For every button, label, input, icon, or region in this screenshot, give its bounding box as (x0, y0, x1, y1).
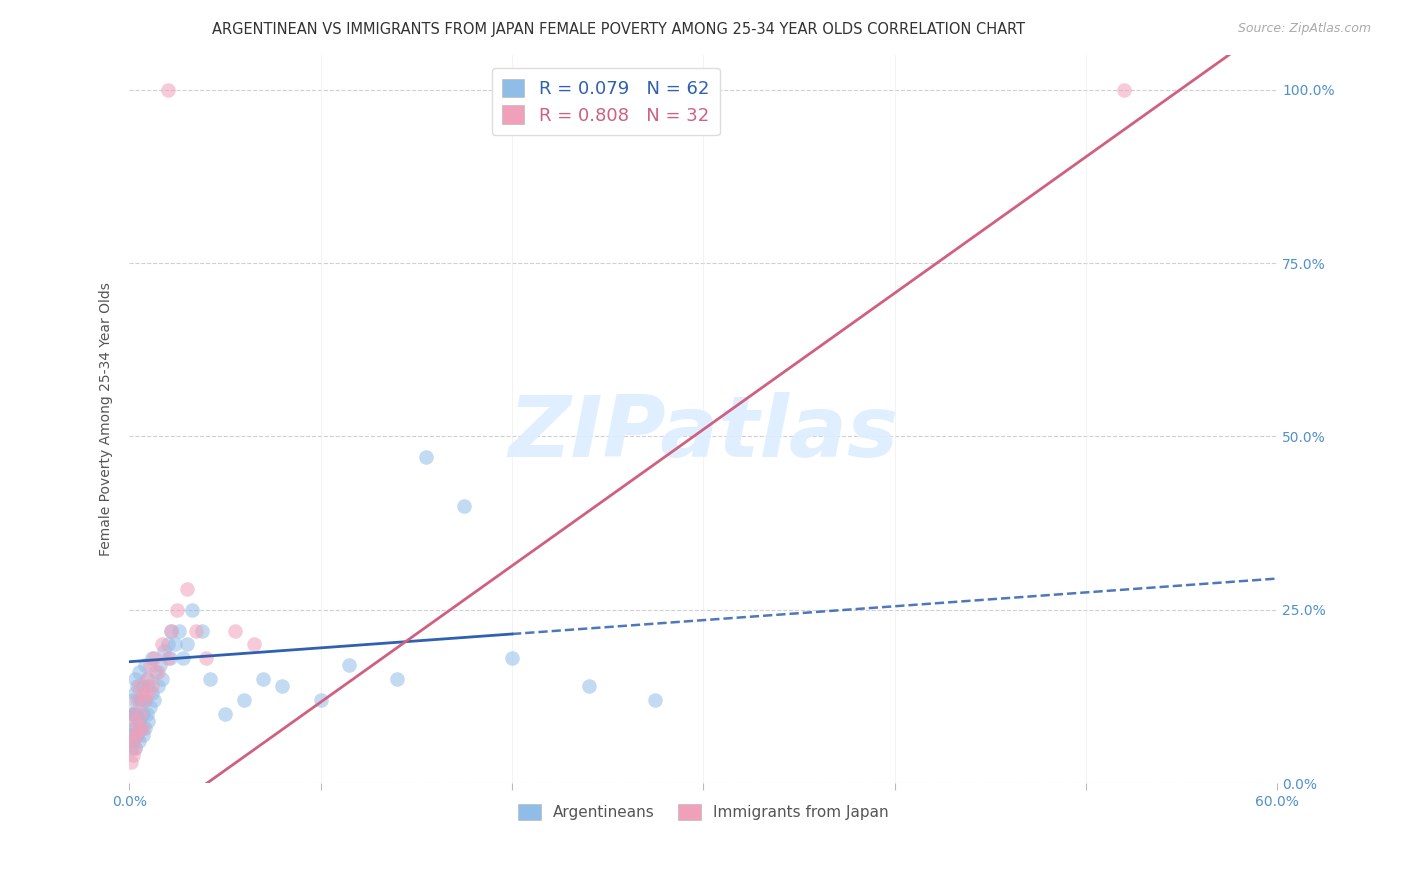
Point (124, 706, 146, 721)
Point (132, 721, 155, 735)
Point (309, 693, 332, 707)
Point (176, 582, 198, 596)
Point (138, 714, 160, 728)
Point (134, 693, 156, 707)
Point (122, 721, 145, 735)
Point (128, 714, 150, 728)
Point (134, 658, 156, 673)
Point (146, 679, 169, 693)
Point (143, 651, 166, 665)
Point (122, 693, 145, 707)
Point (160, 624, 183, 638)
Point (124, 741, 146, 756)
Point (129, 693, 152, 707)
Point (143, 693, 166, 707)
Point (501, 651, 523, 665)
Point (135, 672, 157, 686)
Point (141, 679, 163, 693)
Point (156, 637, 179, 651)
Point (1114, 83, 1136, 97)
Point (124, 721, 146, 735)
Point (453, 499, 475, 513)
Legend: Argentineans, Immigrants from Japan: Argentineans, Immigrants from Japan (512, 798, 894, 826)
Point (125, 693, 148, 707)
Text: ZIPatlas: ZIPatlas (508, 392, 898, 475)
Point (120, 756, 142, 770)
Point (224, 624, 246, 638)
Point (167, 624, 190, 638)
Point (165, 637, 187, 651)
Point (194, 651, 217, 665)
Point (252, 672, 274, 686)
Point (134, 693, 156, 707)
Point (122, 734, 145, 748)
Point (122, 748, 145, 763)
Point (122, 727, 145, 741)
Point (166, 603, 188, 617)
Point (139, 699, 162, 714)
Point (141, 651, 163, 665)
Point (156, 651, 179, 665)
Point (150, 672, 173, 686)
Point (124, 672, 146, 686)
Point (125, 727, 148, 741)
Point (124, 714, 146, 728)
Point (132, 686, 155, 700)
Point (150, 637, 173, 651)
Point (120, 706, 142, 721)
Point (181, 603, 204, 617)
Y-axis label: Female Poverty Among 25-34 Year Olds: Female Poverty Among 25-34 Year Olds (100, 282, 114, 556)
Point (138, 679, 160, 693)
Point (124, 741, 146, 756)
Point (132, 679, 155, 693)
Text: Source: ZipAtlas.com: Source: ZipAtlas.com (1237, 22, 1371, 36)
Point (128, 734, 150, 748)
Point (271, 679, 294, 693)
Point (578, 679, 600, 693)
Point (337, 658, 360, 673)
Point (120, 734, 142, 748)
Point (152, 644, 174, 658)
Point (149, 658, 172, 673)
Point (125, 679, 148, 693)
Point (159, 651, 181, 665)
Point (156, 83, 179, 97)
Point (214, 706, 236, 721)
Point (191, 624, 214, 638)
Point (198, 672, 221, 686)
Point (120, 741, 142, 756)
Point (132, 706, 155, 721)
Point (129, 721, 152, 735)
Point (124, 686, 146, 700)
Point (128, 721, 150, 735)
Point (125, 727, 148, 741)
Point (415, 450, 437, 465)
Point (146, 665, 169, 679)
Point (122, 706, 145, 721)
Point (172, 651, 194, 665)
Point (120, 727, 142, 741)
Point (176, 637, 198, 651)
Point (128, 679, 150, 693)
Point (125, 706, 148, 721)
Point (128, 665, 150, 679)
Point (129, 706, 152, 721)
Point (242, 637, 264, 651)
Point (135, 672, 157, 686)
Point (186, 624, 208, 638)
Point (145, 665, 167, 679)
Point (160, 624, 183, 638)
Point (233, 693, 256, 707)
Point (139, 658, 162, 673)
Point (138, 686, 160, 700)
Text: ARGENTINEAN VS IMMIGRANTS FROM JAPAN FEMALE POVERTY AMONG 25-34 YEAR OLDS CORREL: ARGENTINEAN VS IMMIGRANTS FROM JAPAN FEM… (212, 22, 1025, 37)
Point (385, 672, 408, 686)
Point (644, 693, 666, 707)
Point (135, 706, 157, 721)
Point (132, 727, 155, 741)
Point (134, 721, 156, 735)
Point (141, 686, 163, 700)
Point (122, 706, 145, 721)
Point (128, 693, 150, 707)
